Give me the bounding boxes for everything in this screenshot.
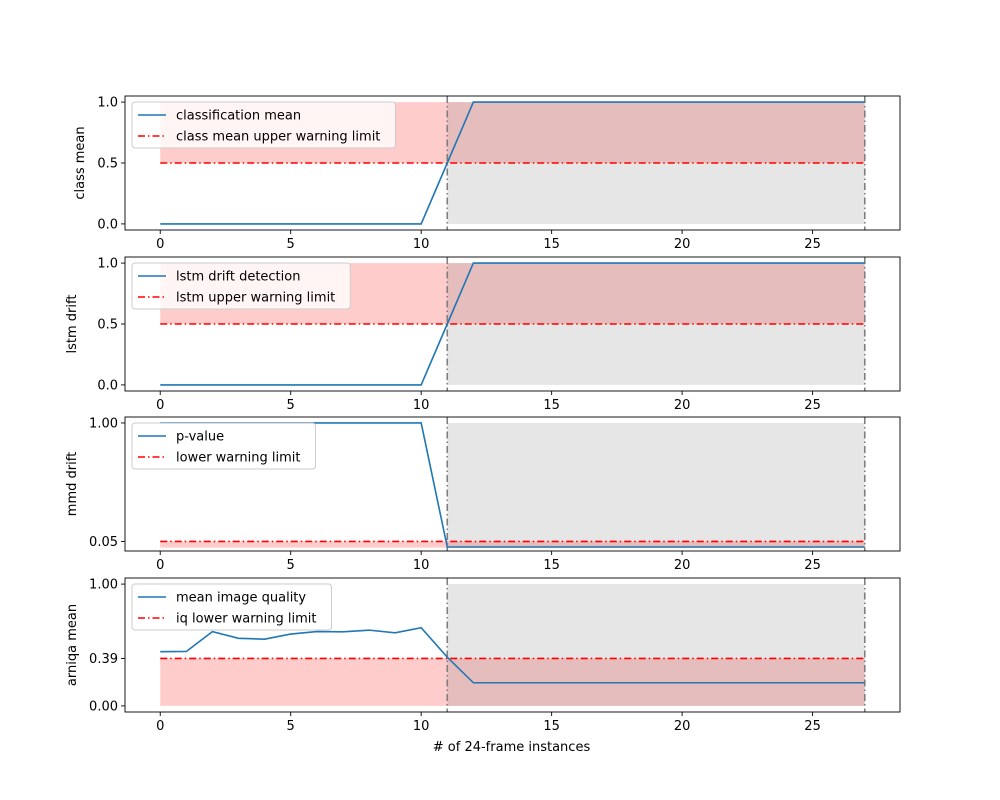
- y-tick-label: 0.0: [97, 217, 118, 232]
- x-tick-label: 20: [674, 719, 691, 734]
- legend-label: lower warning limit: [176, 451, 300, 466]
- y-tick-label: 1.00: [89, 578, 118, 593]
- y-tick-label: 0.05: [89, 535, 118, 550]
- legend-label: class mean upper warning limit: [176, 130, 380, 145]
- y-tick-label: 0.39: [89, 652, 118, 667]
- x-tick-label: 0: [156, 398, 164, 413]
- x-tick-label: 15: [543, 719, 560, 734]
- x-tick-label: 5: [287, 558, 295, 573]
- y-axis-label: mmd drift: [65, 452, 80, 516]
- subplot-4: 0 5 10 15 20 25 0.00 0.39 1.00 arniqa mean # of 24…: [65, 577, 901, 755]
- x-tick-label: 5: [287, 719, 295, 734]
- legend: lstm drift detection lstm upper warning l…: [131, 262, 351, 310]
- series-line: [160, 626, 865, 684]
- x-tick-label: 25: [804, 237, 821, 252]
- x-tick-label: 5: [287, 237, 295, 252]
- series-line: [160, 262, 865, 386]
- x-tick-label: 0: [156, 237, 164, 252]
- x-axis-label: # of 24-frame instances: [433, 740, 591, 755]
- legend-label: p-value: [176, 430, 224, 445]
- axes-frame: [124, 416, 901, 552]
- y-axis-label: arniqa mean: [65, 604, 80, 686]
- x-tick-label: 15: [543, 398, 560, 413]
- legend-label: classification mean: [176, 109, 301, 124]
- legend-box: [131, 422, 316, 470]
- legend-label: lstm upper warning limit: [176, 291, 335, 306]
- x-tick-label: 0: [156, 558, 164, 573]
- x-tick-label: 15: [543, 558, 560, 573]
- subplot-1: 0 5 10 15 20 25 0.0 0.5 1.0 class mean classificat…: [73, 95, 901, 252]
- y-tick-label: 1.00: [89, 416, 118, 431]
- warning-region: [160, 541, 865, 548]
- legend-label: lstm drift detection: [176, 270, 300, 285]
- x-tick-label: 15: [543, 237, 560, 252]
- subplot-2: 0 5 10 15 20 25 0.0 0.5 1.0 lstm drift lstm drift …: [65, 256, 901, 413]
- x-tick-label: 25: [804, 398, 821, 413]
- y-tick-label: 0.5: [97, 157, 118, 172]
- y-tick-label: 1.0: [97, 257, 118, 272]
- legend-label: iq lower warning limit: [176, 612, 316, 627]
- x-tick-label: 25: [804, 558, 821, 573]
- legend: mean image quality iq lower warning limit: [131, 583, 332, 631]
- axes-frame: [124, 577, 901, 713]
- x-tick-label: 10: [413, 398, 430, 413]
- y-axis-label: lstm drift: [65, 295, 80, 354]
- legend-box: [131, 262, 351, 310]
- x-tick-label: 10: [413, 558, 430, 573]
- x-tick-label: 10: [413, 719, 430, 734]
- legend-box: [131, 583, 332, 631]
- legend: p-value lower warning limit: [131, 422, 316, 470]
- y-tick-label: 1.0: [97, 96, 118, 111]
- y-axis-label: class mean: [73, 126, 88, 199]
- y-tick-label: 0.0: [97, 378, 118, 393]
- x-tick-label: 0: [156, 719, 164, 734]
- y-tick-label: 0.5: [97, 318, 118, 333]
- legend-box: [131, 101, 396, 149]
- x-tick-label: 25: [804, 719, 821, 734]
- x-tick-label: 20: [674, 237, 691, 252]
- y-tick-label: 0.00: [89, 699, 118, 714]
- x-tick-label: 5: [287, 398, 295, 413]
- drift-region: [447, 584, 865, 706]
- x-tick-label: 20: [674, 398, 691, 413]
- drift-region: [447, 422, 865, 548]
- x-tick-label: 10: [413, 237, 430, 252]
- legend-label: mean image quality: [176, 591, 306, 606]
- series-line: [160, 101, 865, 225]
- legend: classification mean class mean upper warn…: [131, 101, 396, 149]
- subplot-3: 0 5 10 15 20 25 0.05 1.00 mmd drift p-value lower …: [65, 416, 901, 573]
- x-tick-label: 20: [674, 558, 691, 573]
